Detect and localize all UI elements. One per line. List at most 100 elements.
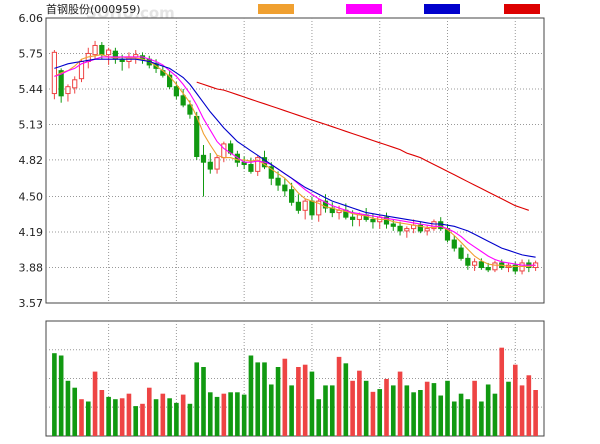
volume-bar: [99, 390, 105, 436]
volume-panel: [45, 320, 545, 437]
volume-bar: [451, 401, 457, 436]
candle-body: [221, 143, 227, 159]
volume-bar: [174, 402, 179, 436]
volume-bar: [370, 391, 376, 436]
volume-bar: [248, 355, 254, 436]
candle-body: [268, 166, 274, 179]
price-y-tick-label: 5.75: [19, 47, 44, 60]
volume-bar: [140, 403, 145, 436]
volume-bar: [235, 392, 240, 436]
volume-bar: [146, 387, 152, 436]
volume-bar: [201, 367, 206, 436]
candle-body: [289, 189, 295, 203]
volume-bar: [255, 362, 261, 436]
volume-bar: [499, 347, 505, 436]
volume-bar: [85, 401, 91, 436]
volume-bar: [133, 406, 139, 436]
volume-bar: [79, 399, 84, 436]
candle-body: [370, 218, 376, 223]
volume-bar: [485, 384, 491, 436]
candle-body: [404, 228, 410, 232]
volume-bar: [519, 385, 525, 436]
volume-bar: [363, 380, 369, 436]
candle-body: [255, 157, 261, 172]
volume-bar: [289, 385, 294, 436]
volume-bar: [92, 371, 98, 436]
price-y-tick-label: 4.50: [19, 191, 44, 204]
volume-bar: [512, 364, 518, 436]
candle-body: [451, 239, 457, 249]
candle-body: [458, 247, 464, 259]
volume-bar: [472, 380, 477, 436]
candle-body: [438, 221, 444, 230]
candle-body: [431, 221, 437, 230]
volume-bar: [72, 387, 78, 436]
volume-bar: [207, 392, 213, 436]
volume-bar: [268, 384, 274, 436]
volume-bar: [465, 399, 471, 436]
volume-bar: [241, 394, 247, 436]
candle-body: [180, 95, 186, 106]
candle-body: [472, 261, 478, 266]
volume-bar: [404, 385, 410, 436]
volume-bar: [323, 385, 328, 436]
volume-bar: [397, 371, 403, 436]
volume-bar: [58, 355, 64, 436]
candle-body: [512, 264, 518, 272]
volume-bar: [357, 370, 362, 436]
candle-body: [485, 267, 491, 271]
volume-bar: [160, 393, 166, 436]
candle-body: [397, 225, 403, 232]
candle-body: [106, 49, 112, 56]
price-y-tick-label: 4.19: [19, 226, 44, 239]
volume-bar: [411, 392, 416, 436]
volume-bar: [438, 395, 444, 436]
price-y-tick-label: 5.13: [19, 118, 44, 131]
volume-bar: [336, 356, 342, 436]
ma-line-ma20: [54, 58, 536, 258]
volume-bar: [445, 380, 450, 436]
candle-body: [322, 200, 329, 209]
volume-bar: [106, 396, 111, 436]
candle-body: [194, 115, 200, 157]
candle-body: [350, 216, 356, 220]
candle-body: [187, 104, 193, 115]
volume-bar: [533, 390, 538, 436]
price-y-tick-label: 5.44: [19, 83, 44, 96]
price-panel: 3.57 3.88 4.19 4.50 4.82 5.13 5.44 5.75 6.06: [19, 12, 545, 310]
candle-body: [302, 200, 308, 211]
volume-bar: [316, 399, 322, 436]
price-y-tick-label: 4.82: [19, 154, 44, 167]
volume-bar: [194, 362, 200, 436]
candle-body: [275, 177, 281, 186]
volume-bar: [479, 401, 484, 436]
volume-bar: [180, 394, 186, 436]
price-y-tick-label: 3.57: [19, 297, 44, 310]
volume-bar: [424, 381, 430, 436]
price-y-tick-label: 6.06: [19, 12, 44, 25]
candle-body: [200, 154, 207, 163]
legend-swatch: [424, 4, 460, 14]
volume-bar: [52, 353, 57, 436]
chart-title: 首钢股份(000959): [46, 2, 141, 16]
candle-body: [417, 224, 423, 232]
volume-bar: [418, 390, 423, 436]
volume-bar: [384, 378, 389, 436]
price-plot-frame: [45, 17, 545, 304]
candle-body: [173, 86, 179, 97]
volume-bar: [214, 396, 220, 436]
volume-bar: [153, 399, 159, 436]
volume-bar: [187, 403, 193, 436]
candle-body: [390, 223, 396, 227]
price-y-tick-label: 3.88: [19, 262, 44, 275]
volume-bar: [282, 358, 288, 436]
candle-body: [309, 200, 315, 216]
candle-body: [58, 70, 64, 97]
candle-body: [207, 161, 213, 170]
volume-bar: [377, 389, 383, 436]
candle-body: [492, 262, 498, 271]
volume-bar: [350, 380, 355, 436]
volume-bar: [526, 375, 532, 436]
